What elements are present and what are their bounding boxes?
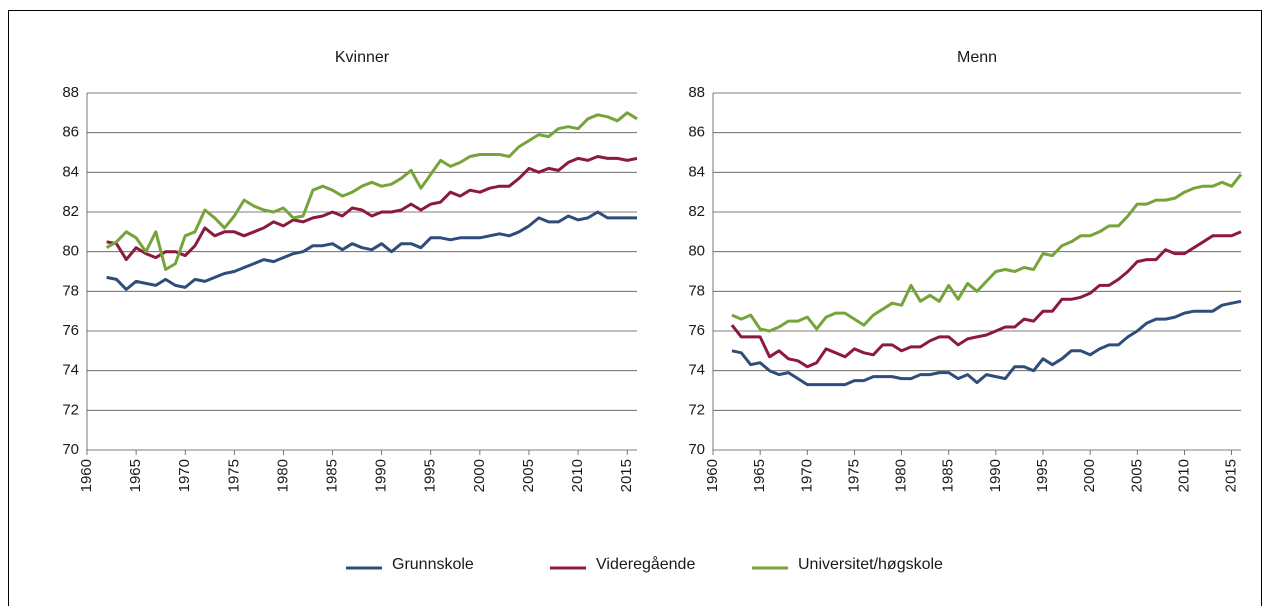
y-tick-label: 74 bbox=[62, 362, 79, 379]
y-tick-label: 76 bbox=[62, 322, 79, 339]
x-tick-label: 1975 bbox=[845, 459, 862, 492]
x-tick-label: 1995 bbox=[1034, 459, 1051, 492]
y-tick-label: 84 bbox=[688, 163, 705, 180]
x-tick-label: 2010 bbox=[1175, 459, 1192, 492]
legend-label: Universitet/høgskole bbox=[798, 556, 943, 573]
x-tick-label: 1985 bbox=[940, 459, 957, 492]
series-line bbox=[106, 210, 637, 291]
y-tick-label: 80 bbox=[62, 243, 79, 260]
y-tick-label: 72 bbox=[688, 401, 705, 418]
y-tick-label: 88 bbox=[62, 84, 79, 101]
series-line bbox=[731, 299, 1242, 387]
y-tick-label: 86 bbox=[688, 124, 705, 141]
x-tick-label: 2015 bbox=[618, 459, 635, 492]
x-tick-label: 1980 bbox=[274, 459, 291, 492]
y-tick-label: 76 bbox=[688, 322, 705, 339]
x-tick-label: 1960 bbox=[78, 459, 95, 492]
x-tick-label: 1995 bbox=[422, 459, 439, 492]
y-tick-label: 70 bbox=[688, 441, 705, 458]
chart-title: Kvinner bbox=[335, 49, 390, 66]
series-line bbox=[731, 173, 1243, 333]
legend-label: Grunnskole bbox=[392, 556, 474, 573]
x-tick-label: 1970 bbox=[176, 459, 193, 492]
x-tick-label: 2015 bbox=[1223, 459, 1240, 492]
y-tick-label: 88 bbox=[688, 84, 705, 101]
y-tick-label: 70 bbox=[62, 441, 79, 458]
series-line bbox=[105, 111, 638, 271]
x-tick-label: 1965 bbox=[751, 459, 768, 492]
y-tick-label: 84 bbox=[62, 163, 79, 180]
series-line bbox=[106, 155, 638, 262]
x-tick-label: 2000 bbox=[471, 459, 488, 492]
chart-title: Menn bbox=[957, 49, 997, 66]
x-tick-label: 2005 bbox=[1128, 459, 1145, 492]
series-line bbox=[730, 230, 1242, 369]
x-tick-label: 1965 bbox=[127, 459, 144, 492]
y-tick-label: 78 bbox=[688, 282, 705, 299]
y-tick-label: 86 bbox=[62, 124, 79, 141]
frame bbox=[8, 10, 1262, 606]
x-tick-label: 1960 bbox=[704, 459, 721, 492]
x-tick-label: 1975 bbox=[225, 459, 242, 492]
x-tick-label: 1990 bbox=[987, 459, 1004, 492]
x-tick-label: 1990 bbox=[373, 459, 390, 492]
y-tick-label: 78 bbox=[62, 282, 79, 299]
x-tick-label: 1970 bbox=[798, 459, 815, 492]
x-tick-label: 2000 bbox=[1081, 459, 1098, 492]
y-tick-label: 80 bbox=[688, 243, 705, 260]
legend-label: Videregående bbox=[596, 555, 695, 573]
x-tick-label: 1985 bbox=[324, 459, 341, 492]
x-tick-label: 2010 bbox=[569, 459, 586, 492]
y-tick-label: 72 bbox=[62, 401, 79, 418]
y-tick-label: 82 bbox=[688, 203, 705, 220]
y-tick-label: 74 bbox=[688, 362, 705, 379]
x-tick-label: 2005 bbox=[520, 459, 537, 492]
x-tick-label: 1980 bbox=[893, 459, 910, 492]
y-tick-label: 82 bbox=[62, 203, 79, 220]
